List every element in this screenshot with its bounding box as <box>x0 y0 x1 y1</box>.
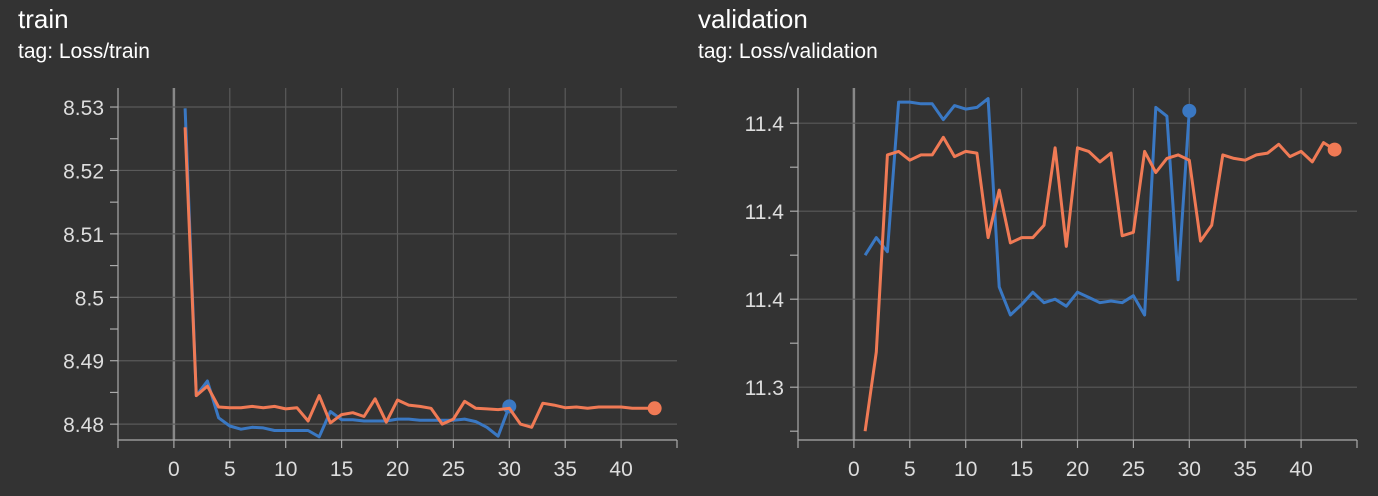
validation-chart-panel: validation tag: Loss/validation 0 5 10 15 20… <box>680 0 1378 496</box>
x-tick-label: 20 <box>1066 458 1089 481</box>
series-line-0 <box>183 108 511 439</box>
validation-loss-plot[interactable]: 0 5 10 15 20 25 30 35 40 11.3 11.4 11.4 11.4 <box>680 0 1378 496</box>
x-tick-label: 10 <box>274 458 297 481</box>
chart-title: validation <box>698 4 808 34</box>
series-end-marker-0 <box>1182 103 1197 118</box>
y-tick-label: 11.4 <box>745 113 785 136</box>
y-tick-label: 11.3 <box>745 377 784 400</box>
y-tick-label: 8.51 <box>63 224 104 247</box>
series-line-1 <box>863 135 1336 432</box>
y-tick-label: 8.5 <box>75 287 104 310</box>
x-tick-label: 30 <box>1178 458 1201 481</box>
x-tick-label: 25 <box>1122 458 1145 481</box>
series-line-0 <box>863 97 1191 317</box>
x-tick-label: 35 <box>554 458 577 481</box>
x-tick-label: 40 <box>1289 458 1312 481</box>
x-tick-label: 10 <box>954 458 977 481</box>
x-tick-label: 5 <box>904 458 916 481</box>
chart-title: train <box>18 4 69 34</box>
y-tick-label: 8.53 <box>63 97 104 120</box>
x-tick-label: 20 <box>386 458 409 481</box>
y-tick-label: 8.49 <box>63 351 104 374</box>
series-end-marker-0 <box>502 399 517 414</box>
chart-tag: tag: Loss/train <box>18 40 150 63</box>
series-end-marker-1 <box>1327 142 1342 157</box>
x-tick-label: 30 <box>498 458 521 481</box>
series-end-marker-1 <box>647 401 662 416</box>
x-tick-label: 5 <box>224 458 236 481</box>
train-chart-panel: train tag: Loss/train 0 5 10 15 20 25 30 35 40 8.… <box>0 0 690 496</box>
x-tick-label: 35 <box>1234 458 1257 481</box>
x-tick-label: 25 <box>442 458 465 481</box>
x-tick-label: 15 <box>1010 458 1033 481</box>
y-tick-label: 11.4 <box>745 289 785 312</box>
x-tick-label: 15 <box>330 458 353 481</box>
series-line-1 <box>183 127 655 429</box>
chart-tag: tag: Loss/validation <box>698 40 878 63</box>
y-tick-label: 8.48 <box>63 414 104 437</box>
y-tick-label: 11.4 <box>745 201 785 224</box>
x-tick-label: 0 <box>848 458 860 481</box>
train-loss-plot[interactable]: 0 5 10 15 20 25 30 35 40 8.48 8.49 8.5 8.51 8.52 8.53 <box>0 0 690 496</box>
x-tick-label: 0 <box>168 458 180 481</box>
y-tick-label: 8.52 <box>63 160 104 183</box>
x-tick-label: 40 <box>609 458 632 481</box>
